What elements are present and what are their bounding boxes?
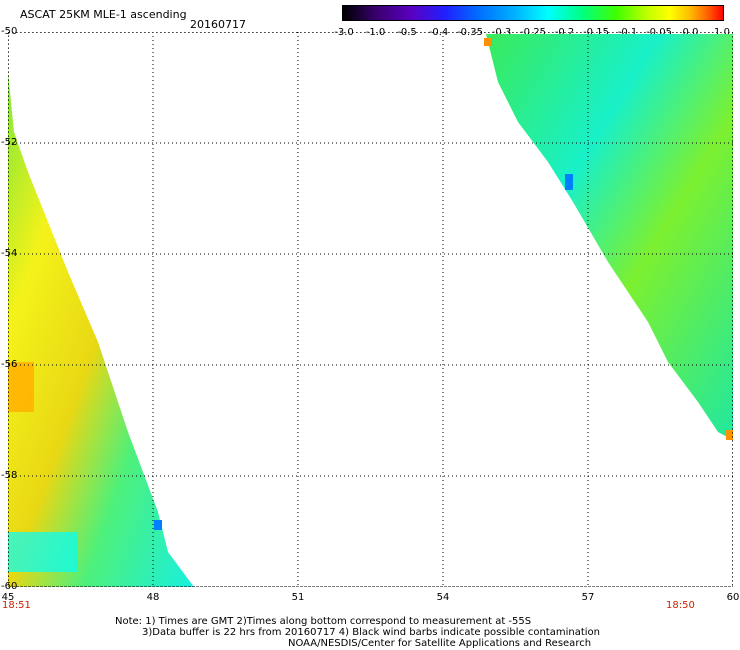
swath-right-orange-pixel bbox=[484, 38, 492, 46]
colorbar-tick-label: -0.05 bbox=[646, 27, 672, 38]
swath-right-orange-pixel bbox=[726, 430, 733, 440]
plot-frame bbox=[8, 32, 733, 587]
y-tick-label: -60 bbox=[1, 581, 18, 592]
colorbar-tick-label: -0.3 bbox=[491, 27, 512, 38]
map-date: 20160717 bbox=[190, 18, 246, 31]
x-tick-label: 51 bbox=[291, 592, 305, 603]
colorbar-tick-label: -0.1 bbox=[617, 27, 638, 38]
y-tick-label: -54 bbox=[1, 248, 18, 259]
time-label-right: 18:50 bbox=[666, 600, 695, 611]
colorbar bbox=[342, 5, 724, 21]
colorbar-tick-label: -0.35 bbox=[457, 27, 483, 38]
grid bbox=[8, 32, 733, 587]
footnote-line-1: Note: 1) Times are GMT 2)Times along bot… bbox=[115, 616, 532, 627]
swath-right-blue-pixel bbox=[565, 174, 573, 190]
colorbar-tick-label: -0.4 bbox=[428, 27, 449, 38]
y-tick-label: -52 bbox=[1, 137, 18, 148]
colorbar-tick-label: 0.0 bbox=[682, 27, 699, 38]
swath-left-hotspot bbox=[8, 362, 34, 412]
colorbar-tick-label: -1.0 bbox=[365, 27, 386, 38]
swath-right bbox=[486, 34, 733, 440]
swath-left bbox=[8, 70, 194, 587]
x-tick-label: 48 bbox=[146, 592, 160, 603]
y-tick-label: -50 bbox=[1, 26, 18, 37]
x-tick-label: 60 bbox=[726, 592, 740, 603]
swath-left-cyan bbox=[8, 532, 78, 572]
x-tick-label: 54 bbox=[436, 592, 450, 603]
colorbar-tick-label: -0.5 bbox=[397, 27, 417, 38]
x-tick-label: 57 bbox=[581, 592, 595, 603]
colorbar-tick-label: 1.0 bbox=[714, 27, 730, 38]
footnote-line-2: 3)Data buffer is 22 hrs from 20160717 4)… bbox=[142, 627, 600, 638]
time-label-left: 18:51 bbox=[2, 600, 31, 611]
y-tick-label: -58 bbox=[1, 470, 18, 481]
map-title: ASCAT 25KM MLE-1 ascending bbox=[20, 8, 187, 21]
map-plot bbox=[8, 32, 733, 587]
y-tick-label: -56 bbox=[1, 359, 18, 370]
x-tick-label: 45 bbox=[1, 592, 15, 603]
footnote-line-3: NOAA/NESDIS/Center for Satellite Applica… bbox=[288, 638, 592, 649]
swath-left-blue-pixel bbox=[154, 520, 162, 530]
